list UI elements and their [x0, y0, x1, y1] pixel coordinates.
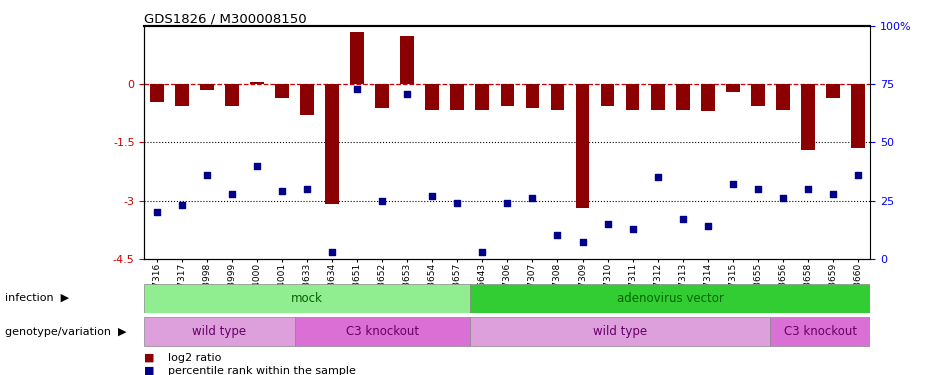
Bar [276, 84, 289, 98]
Text: C3 knockout: C3 knockout [784, 326, 857, 338]
Point [750, 186, 765, 192]
Point [725, 182, 740, 188]
Bar [526, 84, 539, 108]
Point [224, 190, 239, 196]
Bar [470, 284, 870, 312]
Text: C3 knockout: C3 knockout [345, 326, 419, 338]
Point [700, 223, 715, 229]
Point [575, 240, 590, 246]
Bar [826, 84, 840, 98]
Point [826, 190, 841, 196]
Text: wild type: wild type [193, 326, 247, 338]
Bar [175, 84, 189, 106]
Bar [400, 36, 414, 84]
Bar [425, 84, 439, 109]
Text: ■: ■ [144, 353, 155, 363]
Bar [144, 284, 470, 312]
Bar [751, 84, 764, 106]
Point [450, 200, 465, 206]
Point [675, 216, 690, 222]
Bar [851, 84, 865, 148]
Text: percentile rank within the sample: percentile rank within the sample [168, 366, 356, 375]
Bar [676, 84, 690, 109]
Bar [575, 84, 589, 209]
Point [199, 172, 214, 178]
Bar [144, 318, 294, 346]
Point [776, 195, 790, 201]
Text: GDS1826 / M300008150: GDS1826 / M300008150 [144, 12, 307, 25]
Bar [726, 84, 739, 92]
Bar [294, 318, 470, 346]
Bar [550, 84, 564, 109]
Point [250, 163, 264, 169]
Bar [225, 84, 239, 106]
Point [275, 188, 290, 194]
Bar [200, 84, 214, 90]
Bar [776, 84, 789, 109]
Bar [451, 84, 465, 109]
Point [149, 209, 164, 215]
Point [300, 186, 315, 192]
Point [650, 174, 665, 180]
Bar [626, 84, 640, 109]
Point [801, 186, 816, 192]
Text: log2 ratio: log2 ratio [168, 353, 221, 363]
Bar [770, 318, 870, 346]
Bar [801, 84, 815, 150]
Text: mock: mock [291, 292, 323, 304]
Bar [470, 318, 770, 346]
Point [625, 225, 640, 231]
Point [174, 202, 189, 208]
Point [425, 193, 439, 199]
Bar [350, 32, 364, 84]
Text: wild type: wild type [593, 326, 647, 338]
Text: adenovirus vector: adenovirus vector [616, 292, 723, 304]
Bar [375, 84, 389, 108]
Point [500, 200, 515, 206]
Point [350, 86, 365, 92]
Text: infection  ▶: infection ▶ [5, 293, 69, 303]
Bar [701, 84, 715, 111]
Point [851, 172, 866, 178]
Bar [651, 84, 665, 109]
Bar [476, 84, 490, 109]
Bar [600, 84, 614, 106]
Point [375, 198, 390, 204]
Point [525, 195, 540, 201]
Text: ■: ■ [144, 366, 155, 375]
Point [325, 249, 340, 255]
Bar [150, 84, 164, 102]
Point [550, 232, 565, 238]
Point [399, 91, 414, 97]
Bar [501, 84, 514, 106]
Text: genotype/variation  ▶: genotype/variation ▶ [5, 327, 127, 337]
Point [600, 221, 615, 227]
Bar [325, 84, 339, 204]
Point [475, 249, 490, 255]
Bar [250, 82, 263, 84]
Bar [300, 84, 314, 116]
